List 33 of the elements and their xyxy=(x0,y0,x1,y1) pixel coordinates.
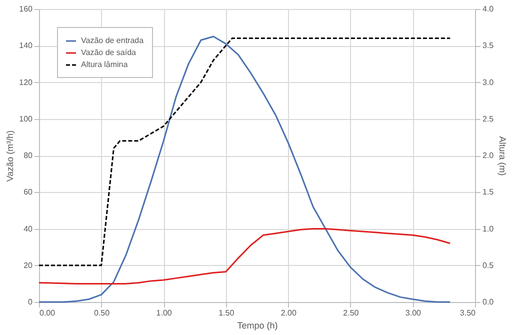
x-tick-label: 0.50 xyxy=(94,308,110,318)
y-tick-label: 20 xyxy=(24,260,34,270)
x-tick-label: 1.00 xyxy=(156,308,172,318)
y-tick-label: 60 xyxy=(24,188,34,197)
legend-label: Altura lâmina xyxy=(81,60,128,69)
y-tick-label: 0 xyxy=(28,298,34,306)
x-tick-label: 1.50 xyxy=(218,308,235,318)
y2-tick-label: 1.0 xyxy=(482,224,494,234)
line-series xyxy=(38,228,451,284)
y2-tick-label: 0.5 xyxy=(482,260,494,270)
y-tick-label: 100 xyxy=(19,114,34,124)
y2-axis-title: Altura (m) xyxy=(498,136,508,176)
x-tick-label: 2.00 xyxy=(280,308,297,318)
y2-tick-label: 2.0 xyxy=(482,151,494,160)
y-axis-title: Vazão (m³/h) xyxy=(5,130,16,182)
legend-label: Vazão de entrada xyxy=(81,36,144,45)
y2-tick-label: 4.0 xyxy=(482,4,494,14)
y-tick-label: 120 xyxy=(19,78,34,87)
y2-tick-label: 3.5 xyxy=(482,41,494,50)
y2-tick-label: 1.5 xyxy=(482,188,494,197)
y-tick-label: 160 xyxy=(19,4,34,14)
x-tick-label: 3.50 xyxy=(460,308,476,318)
y-tick-label: 40 xyxy=(24,224,34,234)
legend-label: Vazão de saída xyxy=(81,48,137,57)
x-tick-label: 2.50 xyxy=(343,308,360,318)
y-tick-label: 140 xyxy=(19,41,34,50)
x-tick-label: 0.00 xyxy=(40,308,56,318)
y-tick-label: 80 xyxy=(24,151,34,160)
x-tick-label: 3.00 xyxy=(405,308,422,318)
y2-tick-label: 3.0 xyxy=(482,78,494,87)
y2-tick-label: 2.5 xyxy=(482,114,494,124)
x-axis-title: Tempo (h) xyxy=(237,320,278,330)
y2-tick-label: 0.0 xyxy=(482,298,494,306)
